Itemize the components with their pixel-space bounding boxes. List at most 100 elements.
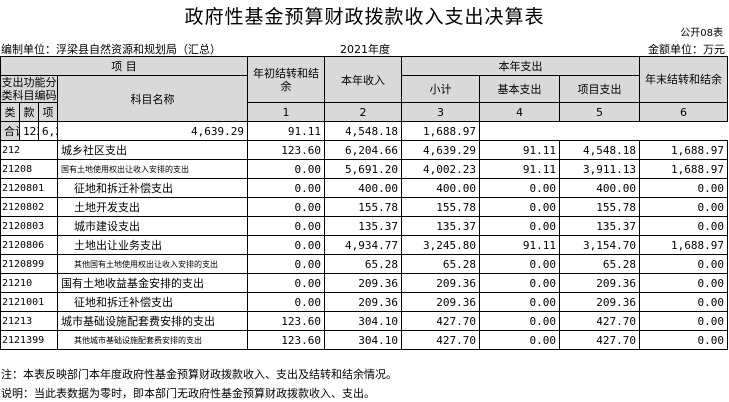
- table-row: 21213 城市基础设施配套费安排的支出 123.60 304.10 427.70 0.0…: [0, 311, 728, 331]
- row-value: 209.36: [401, 292, 480, 312]
- row-value: 0.00: [479, 311, 560, 331]
- row-value: 0.00: [639, 197, 728, 217]
- header-item: 项 目: [0, 56, 248, 76]
- row-value: 0.00: [247, 178, 325, 198]
- row-value: 65.28: [559, 254, 640, 274]
- row-value: 0.00: [247, 235, 325, 255]
- row-value: 0.00: [247, 254, 325, 274]
- row-value: 6,204.66: [324, 140, 402, 160]
- header-income: 本年收入: [324, 56, 402, 103]
- row-value: 0.00: [639, 292, 728, 312]
- row-name: 征地和拆迁补偿支出: [57, 178, 248, 198]
- row-name: 土地出让业务支出: [57, 235, 248, 255]
- row-name: 征地和拆迁补偿支出: [57, 292, 248, 312]
- row-value: 209.36: [401, 273, 480, 293]
- row-value: 1,688.97: [639, 140, 728, 160]
- table-tag: 公开08表: [680, 28, 723, 39]
- header-func-code: 支出功能分类科目编码: [0, 75, 58, 103]
- row-value: 400.00: [559, 178, 640, 198]
- header-subtotal: 小计: [401, 75, 480, 103]
- row-value: 4,934.77: [324, 235, 402, 255]
- report-title: 政府性基金预算财政拨款收入支出决算表: [184, 6, 545, 28]
- row-value: 0.00: [479, 273, 560, 293]
- total-cell: 1,688.97: [401, 121, 480, 141]
- row-name: 土地开发支出: [57, 197, 248, 217]
- row-name: 国有土地使用权出让收入安排的支出: [57, 159, 248, 179]
- row-name: 城市基础设施配套费安排的支出: [57, 311, 248, 331]
- row-value: 209.36: [559, 273, 640, 293]
- row-value: 427.70: [559, 330, 640, 350]
- row-code: 2120801: [0, 178, 58, 198]
- table-row: 21208 国有土地使用权出让收入安排的支出 0.00 5,691.20 4,002.2…: [0, 159, 728, 179]
- row-value: 0.00: [639, 254, 728, 274]
- header-subject-name: 科目名称: [57, 75, 248, 122]
- table-row: 2120803 城市建设支出 0.00 135.37 135.37 0.00 135.37 0…: [0, 216, 728, 236]
- table-row: 2120806 土地出让业务支出 0.00 4,934.77 3,245.80 91.11…: [0, 235, 728, 255]
- total-cell: 91.11: [247, 121, 325, 141]
- row-value: 0.00: [479, 216, 560, 236]
- row-value: 304.10: [324, 311, 402, 331]
- header-type: 类: [0, 102, 20, 122]
- row-code: 21210: [0, 273, 58, 293]
- row-value: 4,002.23: [401, 159, 480, 179]
- row-value: 0.00: [639, 273, 728, 293]
- row-name: 其他城市基础设施配套费安排的支出: [57, 330, 248, 350]
- row-value: 209.36: [559, 292, 640, 312]
- compiling-unit: 编制单位：浮梁县自然资源和规划局（汇总）: [1, 43, 221, 56]
- row-value: 427.70: [401, 311, 480, 331]
- row-value: 0.00: [247, 197, 325, 217]
- row-value: 0.00: [247, 159, 325, 179]
- row-value: 155.78: [324, 197, 402, 217]
- row-code: 212: [0, 140, 58, 160]
- total-label: 合计: [0, 121, 20, 141]
- row-name: 国有土地收益基金安排的支出: [57, 273, 248, 293]
- row-value: 209.36: [324, 273, 402, 293]
- table-row: 2121001 征地和拆迁补偿支出 0.00 209.36 209.36 0.00 209.…: [0, 292, 728, 312]
- header-basic: 基本支出: [479, 75, 560, 103]
- total-cell: 123.60: [19, 121, 39, 141]
- row-value: 65.28: [401, 254, 480, 274]
- row-name: 其他国有土地使用权出让收入安排的支出: [57, 254, 248, 274]
- row-code: 2120802: [0, 197, 58, 217]
- header-col-2: 2: [324, 102, 402, 122]
- row-value: 155.78: [401, 197, 480, 217]
- row-value: 0.00: [479, 178, 560, 198]
- row-value: 427.70: [401, 330, 480, 350]
- header-col-5: 5: [559, 102, 640, 122]
- row-value: 0.00: [479, 292, 560, 312]
- header-col-6: 6: [639, 102, 728, 122]
- row-code: 2120806: [0, 235, 58, 255]
- row-value: 0.00: [639, 178, 728, 198]
- row-code: 21208: [0, 159, 58, 179]
- row-value: 1,688.97: [639, 159, 728, 179]
- total-cell: 4,548.18: [324, 121, 402, 141]
- row-value: 3,154.70: [559, 235, 640, 255]
- row-value: 123.60: [247, 140, 325, 160]
- row-value: 400.00: [401, 178, 480, 198]
- row-value: 91.11: [479, 140, 560, 160]
- total-cell: 4,639.29: [57, 121, 248, 141]
- table-row: 21210 国有土地收益基金安排的支出 0.00 209.36 209.36 0.00 20…: [0, 273, 728, 293]
- row-code: 2121001: [0, 292, 58, 312]
- header-begin-balance: 年初结转和结余: [247, 56, 325, 103]
- row-value: 0.00: [247, 292, 325, 312]
- header-entry: 项: [38, 102, 58, 122]
- report-year: 2021年度: [340, 43, 390, 56]
- row-value: 4,639.29: [401, 140, 480, 160]
- row-value: 123.60: [247, 330, 325, 350]
- table-row: 2120801 征地和拆迁补偿支出 0.00 400.00 400.00 0.00 400.…: [0, 178, 728, 198]
- row-value: 209.36: [324, 292, 402, 312]
- header-project: 项目支出: [559, 75, 640, 103]
- table-note: 注：本表反映部门本年度政府性基金预算财政拨款收入、支出及结转和结余情况。: [1, 368, 397, 381]
- row-value: 91.11: [479, 159, 560, 179]
- row-value: 0.00: [247, 216, 325, 236]
- row-value: 3,911.13: [559, 159, 640, 179]
- row-value: 135.37: [401, 216, 480, 236]
- row-value: 135.37: [324, 216, 402, 236]
- row-name: 城市建设支出: [57, 216, 248, 236]
- row-code: 2120803: [0, 216, 58, 236]
- row-value: 0.00: [247, 273, 325, 293]
- row-value: 5,691.20: [324, 159, 402, 179]
- row-value: 400.00: [324, 178, 402, 198]
- table-row: 212 城乡社区支出 123.60 6,204.66 4,639.29 91.11 4,54…: [0, 140, 728, 160]
